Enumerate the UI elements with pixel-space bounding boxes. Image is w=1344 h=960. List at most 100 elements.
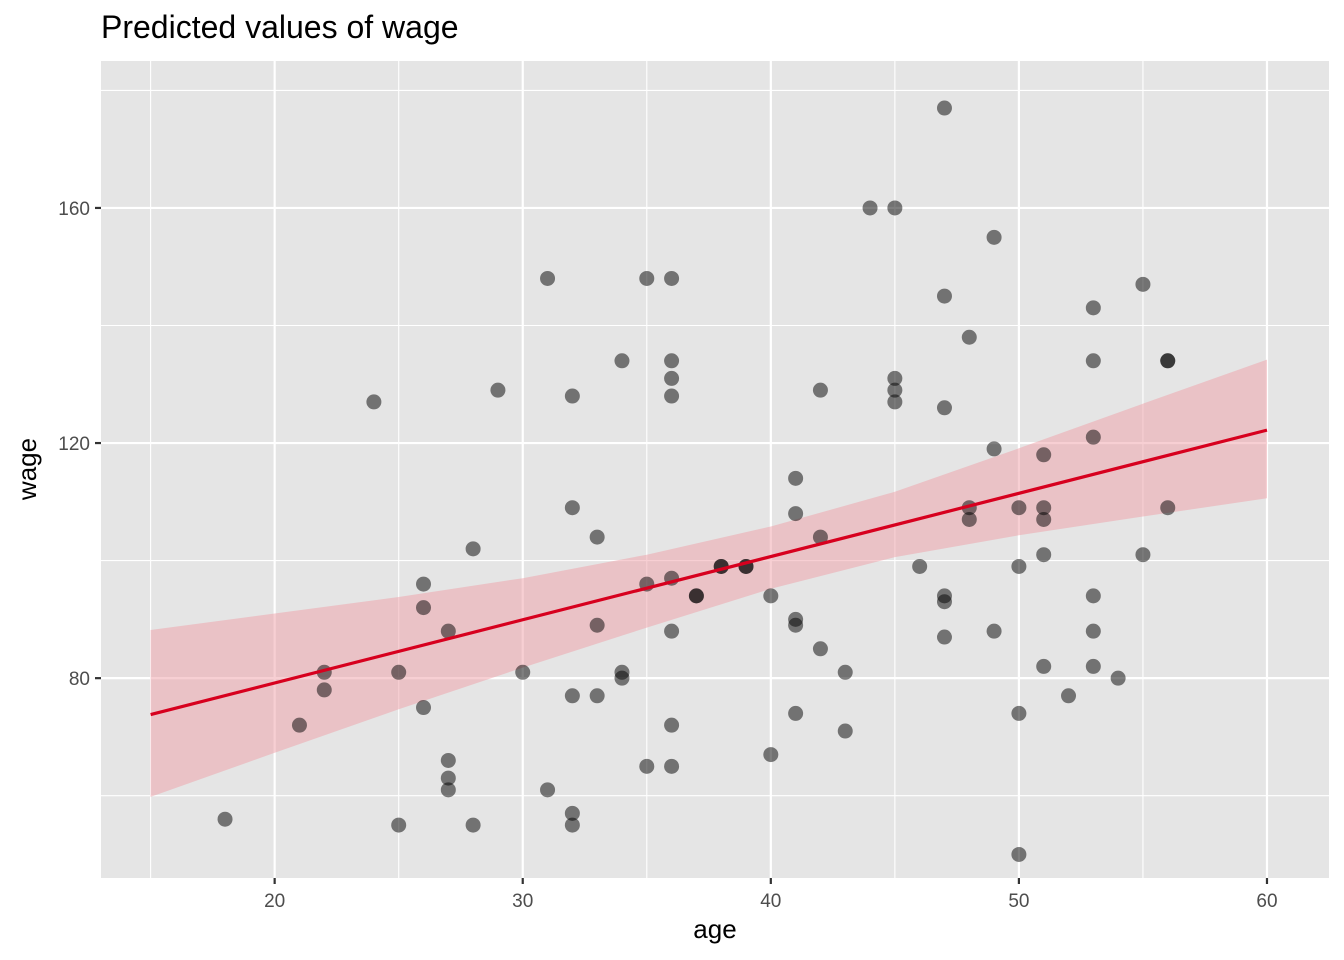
data-point [788, 617, 804, 633]
data-point [1160, 500, 1176, 516]
data-point [763, 588, 779, 604]
data-point [564, 688, 580, 704]
data-point [540, 270, 556, 286]
data-point [986, 229, 1002, 245]
data-point [1085, 588, 1101, 604]
data-point [862, 200, 878, 216]
data-point [1110, 670, 1126, 686]
data-point [936, 288, 952, 304]
data-point [986, 623, 1002, 639]
data-point [440, 782, 456, 798]
x-axis-ticks: 20 30 40 50 60 [264, 878, 1278, 912]
data-point [788, 506, 804, 522]
data-point [589, 529, 605, 545]
data-point [961, 511, 977, 527]
data-point [986, 441, 1002, 457]
data-point [366, 394, 382, 410]
data-point [564, 805, 580, 821]
data-point [788, 705, 804, 721]
data-point [664, 388, 680, 404]
x-tick-label: 50 [1008, 891, 1029, 912]
data-point [465, 541, 481, 557]
fit-line [150, 428, 1268, 717]
data-point [639, 758, 655, 774]
data-point [217, 811, 233, 827]
data-point [391, 817, 407, 833]
data-point [490, 382, 506, 398]
data-point [540, 782, 556, 798]
confidence-band-layer [150, 359, 1268, 797]
minor-gridlines [101, 61, 1329, 878]
data-point [837, 664, 853, 680]
data-point [416, 700, 432, 716]
data-point [664, 758, 680, 774]
data-point [1011, 558, 1027, 574]
data-point [664, 717, 680, 733]
data-point [1085, 353, 1101, 369]
y-tick-label: 120 [58, 434, 90, 455]
confidence-band [150, 359, 1268, 797]
fit-line-layer [150, 428, 1268, 717]
data-point [465, 817, 481, 833]
data-point [664, 353, 680, 369]
data-point [564, 388, 580, 404]
data-point [1160, 353, 1176, 369]
data-point [416, 576, 432, 592]
data-point [391, 664, 407, 680]
data-point [589, 617, 605, 633]
data-point [639, 270, 655, 286]
data-point [564, 500, 580, 516]
x-tick-label: 60 [1256, 891, 1277, 912]
data-point [440, 770, 456, 786]
data-point [1085, 300, 1101, 316]
chart-title: Predicted values of wage [101, 9, 459, 45]
data-point [887, 200, 903, 216]
data-point [564, 817, 580, 833]
data-point [812, 641, 828, 657]
data-point [1135, 547, 1151, 563]
data-point [1061, 688, 1077, 704]
data-point [1036, 447, 1052, 463]
y-tick-label: 80 [69, 669, 90, 690]
data-point [961, 329, 977, 345]
data-point [1011, 500, 1027, 516]
y-tick-label: 160 [58, 199, 90, 220]
data-point [515, 664, 531, 680]
data-point [291, 717, 307, 733]
data-point [837, 723, 853, 739]
data-point [1135, 276, 1151, 292]
points-layer [217, 100, 1176, 862]
data-point [912, 558, 928, 574]
data-point [887, 382, 903, 398]
data-point [936, 100, 952, 116]
data-point [887, 394, 903, 410]
data-point [664, 370, 680, 386]
data-point [416, 600, 432, 616]
data-point [887, 370, 903, 386]
data-point [812, 382, 828, 398]
data-point [440, 752, 456, 768]
x-tick-label: 40 [760, 891, 781, 912]
x-tick-label: 30 [512, 891, 533, 912]
data-point [316, 682, 332, 698]
data-point [614, 670, 630, 686]
y-axis-ticks: 80 120 160 [58, 199, 101, 690]
data-point [1085, 429, 1101, 445]
data-point [788, 470, 804, 486]
data-point [1085, 658, 1101, 674]
data-point [1036, 658, 1052, 674]
data-point [936, 400, 952, 416]
x-axis-title: age [693, 914, 736, 944]
y-axis-title: wage [12, 438, 42, 501]
data-point [936, 629, 952, 645]
data-point [440, 623, 456, 639]
data-point [763, 747, 779, 763]
data-point [1011, 705, 1027, 721]
x-tick-label: 20 [264, 891, 285, 912]
data-point [1011, 846, 1027, 862]
data-point [1036, 547, 1052, 563]
data-point [1085, 623, 1101, 639]
data-point [589, 688, 605, 704]
data-point [688, 588, 704, 604]
